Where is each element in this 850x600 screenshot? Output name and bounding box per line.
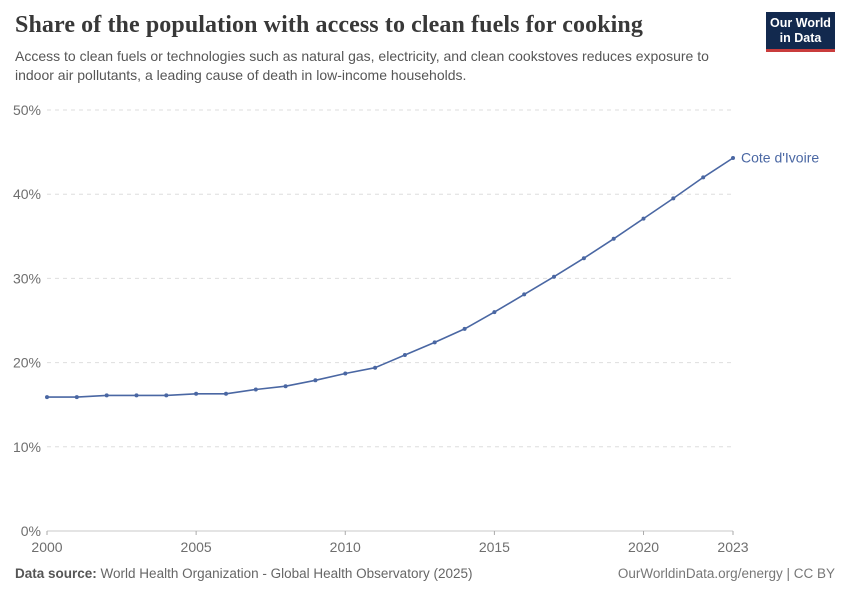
x-tick-label-2010: 2010 [330, 539, 361, 555]
series-line[interactable] [47, 157, 734, 398]
chart-footer: Data source: World Health Organization -… [15, 566, 835, 581]
data-point-2020[interactable] [641, 216, 646, 221]
y-tick-label-30: 30% [13, 270, 41, 286]
x-tick-label-2023: 2023 [717, 539, 748, 555]
data-point-2015[interactable] [492, 310, 497, 315]
data-point-2004[interactable] [164, 393, 169, 398]
x-tick-label-2015: 2015 [479, 539, 510, 555]
data-point-2019[interactable] [611, 236, 616, 241]
owid-logo-line1: Our World [770, 15, 831, 30]
data-point-2014[interactable] [462, 326, 467, 331]
data-point-2013[interactable] [432, 340, 437, 345]
data-point-2016[interactable] [522, 292, 527, 297]
owid-logo-line2: in Data [779, 30, 822, 45]
x-tick-label-2000: 2000 [31, 539, 62, 555]
owid-logo[interactable]: Our World in Data [766, 12, 835, 52]
page-title: Share of the population with access to c… [15, 12, 643, 38]
data-point-2009[interactable] [313, 378, 318, 383]
data-source-label: Data source: [15, 566, 97, 581]
x-tick-label-2005: 2005 [181, 539, 212, 555]
data-point-2023[interactable] [731, 156, 735, 160]
data-point-2011[interactable] [373, 365, 378, 370]
y-tick-label-50: 50% [13, 102, 41, 118]
data-point-2000[interactable] [45, 395, 49, 400]
y-tick-label-20: 20% [13, 355, 41, 371]
data-point-2022[interactable] [701, 175, 706, 180]
attribution-link[interactable]: OurWorldinData.org/energy | CC BY [617, 566, 835, 581]
data-point-2010[interactable] [343, 371, 348, 376]
data-point-2006[interactable] [224, 391, 228, 396]
data-source-text: World Health Organization - Global Healt… [100, 566, 473, 581]
data-point-2007[interactable] [253, 387, 258, 392]
data-point-2001[interactable] [74, 395, 79, 400]
data-point-2012[interactable] [402, 353, 407, 357]
data-point-2005[interactable] [194, 391, 199, 396]
data-point-2017[interactable] [552, 274, 556, 279]
y-tick-label-0: 0% [21, 523, 41, 539]
x-tick-label-2020: 2020 [628, 539, 659, 555]
y-tick-label-10: 10% [13, 439, 41, 455]
data-point-2002[interactable] [104, 393, 109, 398]
data-point-2018[interactable] [581, 256, 586, 261]
data-point-2003[interactable] [134, 393, 139, 398]
series-end-label[interactable]: Cote d'Ivoire [741, 149, 819, 165]
y-tick-label-40: 40% [13, 186, 41, 202]
data-point-2021[interactable] [671, 196, 676, 201]
data-source-note: Data source: World Health Organization -… [15, 566, 472, 581]
chart-subtitle: Access to clean fuels or technologies su… [15, 48, 709, 83]
data-point-2008[interactable] [283, 384, 288, 389]
chart-header: Share of the population with access to c… [15, 12, 835, 85]
